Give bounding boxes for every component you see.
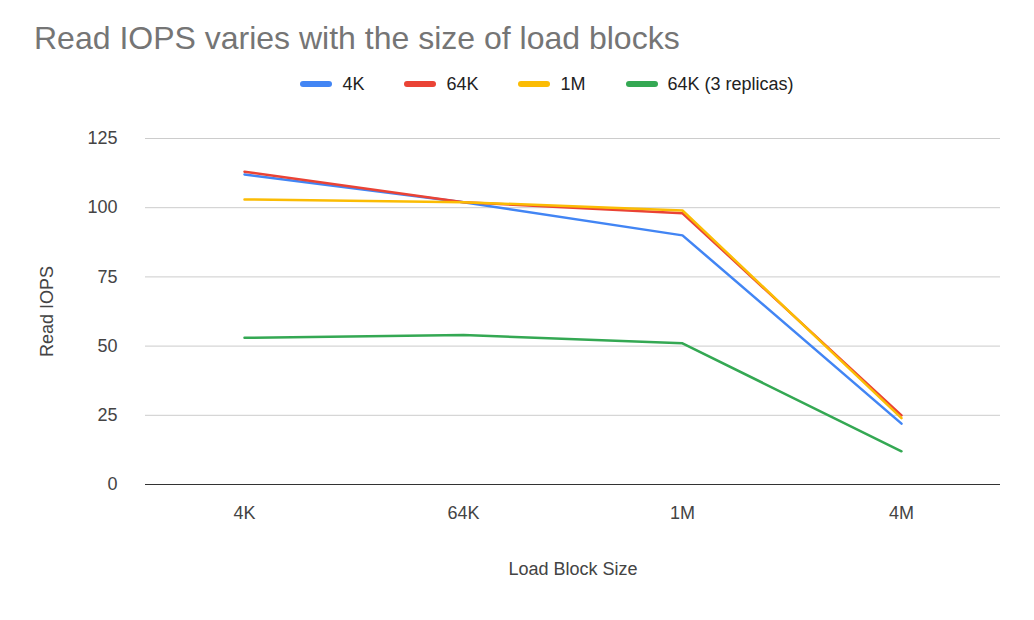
svg-text:Read IOPS: Read IOPS (37, 266, 57, 357)
svg-text:64K: 64K (447, 503, 479, 523)
svg-text:100: 100 (87, 197, 117, 217)
svg-text:50: 50 (97, 336, 117, 356)
html-text:1M: 1M (560, 73, 586, 94)
html-text:Read IOPS varies with the size: Read IOPS varies with the size of load b… (34, 20, 680, 56)
svg-text:0: 0 (107, 474, 117, 494)
svg-text:1M: 1M (670, 503, 695, 523)
svg-text:4M: 4M (889, 503, 914, 523)
html-text:64K (3 replicas): 64K (3 replicas) (667, 73, 794, 94)
svg-text:4K: 4K (233, 503, 255, 523)
svg-text:Load Block Size: Load Block Size (508, 559, 637, 579)
svg-text:125: 125 (87, 128, 117, 148)
svg-text:75: 75 (97, 267, 117, 287)
svg-text:25: 25 (97, 405, 117, 425)
html-text:64K: 64K (446, 73, 479, 94)
html-text:4K: 4K (342, 73, 365, 94)
